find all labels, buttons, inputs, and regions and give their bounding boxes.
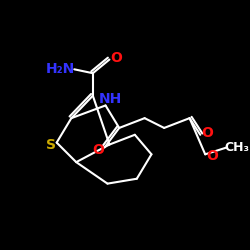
Text: H₂N: H₂N	[46, 62, 75, 76]
Text: S: S	[46, 138, 56, 151]
Text: CH₃: CH₃	[224, 141, 249, 154]
Text: O: O	[201, 126, 213, 140]
Text: O: O	[110, 50, 122, 64]
Text: O: O	[92, 144, 104, 158]
Text: O: O	[206, 149, 218, 163]
Text: NH: NH	[99, 92, 122, 106]
